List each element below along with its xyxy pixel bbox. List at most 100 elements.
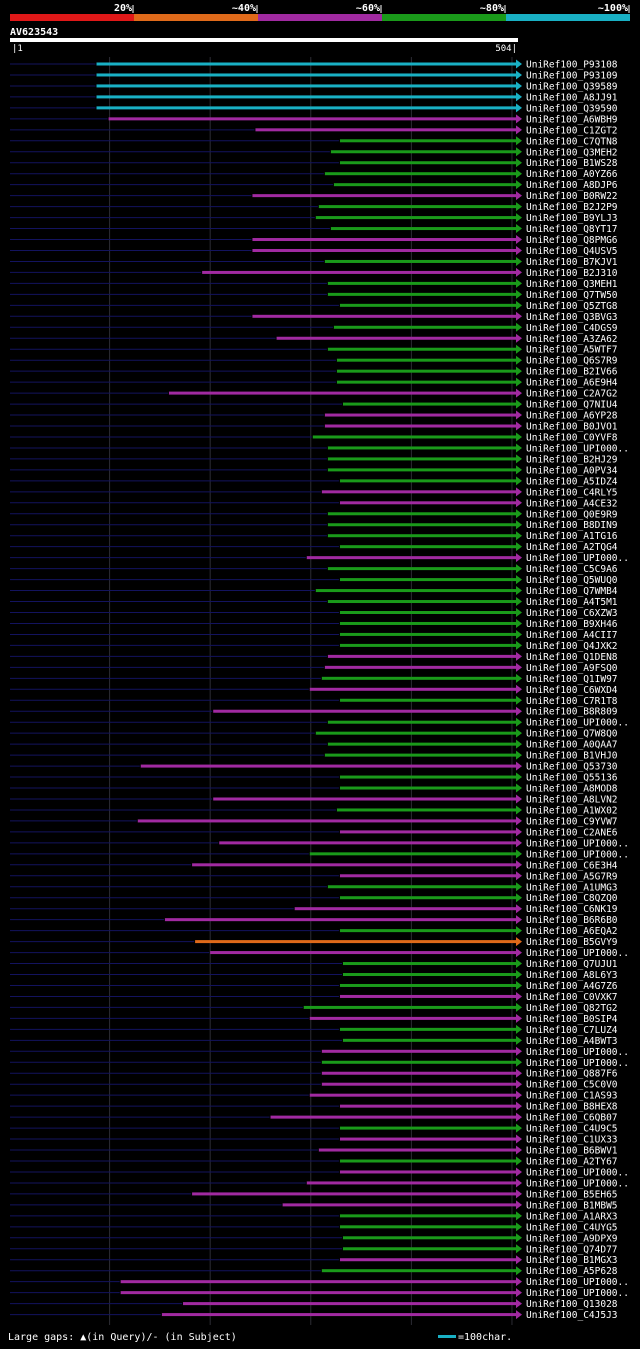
hit-label: UniRef100_A1WX02 <box>526 805 618 816</box>
hit-label: UniRef100_C4U9C5 <box>526 1124 618 1135</box>
hit-label: UniRef100_B1MGX3 <box>526 1255 618 1266</box>
hit-bar <box>120 1291 516 1295</box>
hit-bar <box>333 325 516 329</box>
hit-label: UniRef100_C2ANE6 <box>526 827 618 838</box>
hit-bar <box>270 1115 516 1119</box>
hit-label: UniRef100_B9XH46 <box>526 619 618 630</box>
hit-end-arrow <box>516 542 522 552</box>
hit-bar <box>318 1148 516 1152</box>
hit-label: UniRef100_UPI000.. <box>526 1167 629 1178</box>
hit-end-arrow <box>516 1156 522 1166</box>
hit-label: UniRef100_UPI000.. <box>526 1277 629 1288</box>
hit-end-arrow <box>516 180 522 190</box>
hit-end-arrow <box>516 816 522 826</box>
hit-label: UniRef100_C7QTN8 <box>526 136 618 147</box>
hit-end-arrow <box>516 739 522 749</box>
hit-bar <box>168 391 516 395</box>
hit-label: UniRef100_Q5ZTG8 <box>526 301 618 312</box>
hit-end-arrow <box>516 575 522 585</box>
hit-bar <box>333 183 516 187</box>
hit-end-arrow <box>516 498 522 508</box>
hit-end-arrow <box>516 959 522 969</box>
hit-end-arrow <box>516 531 522 541</box>
hit-end-arrow <box>516 1134 522 1144</box>
hit-label: UniRef100_B9YLJ3 <box>526 213 618 224</box>
hit-bar <box>306 1181 516 1185</box>
hit-end-arrow <box>516 608 522 617</box>
hit-end-arrow <box>516 388 522 398</box>
hit-bar <box>312 435 516 439</box>
query-id: AV623543 <box>10 27 58 38</box>
hit-label: UniRef100_Q39589 <box>526 81 618 92</box>
hit-label: UniRef100_C0YVF8 <box>526 432 618 443</box>
hit-label: UniRef100_A1TG16 <box>526 531 618 542</box>
hit-label: UniRef100_A5IDZ4 <box>526 476 618 487</box>
hit-bar <box>342 973 516 977</box>
hit-label: UniRef100_B6R6B0 <box>526 915 618 926</box>
hit-end-arrow <box>516 695 522 705</box>
hit-bar <box>339 1126 516 1130</box>
hit-bar <box>202 270 516 274</box>
hit-label: UniRef100_B5GVY9 <box>526 937 618 948</box>
hit-label: UniRef100_C6E3H4 <box>526 860 618 871</box>
hit-end-arrow <box>516 81 522 91</box>
hit-end-arrow <box>516 553 522 563</box>
hit-label: UniRef100_B2IV66 <box>526 367 618 378</box>
hit-label: UniRef100_C7LUZ4 <box>526 1025 618 1036</box>
hit-end-arrow <box>516 849 522 859</box>
hit-label: UniRef100_UPI000.. <box>526 553 629 564</box>
hit-label: UniRef100_UPI000.. <box>526 718 629 729</box>
hit-label: UniRef100_A8MOD8 <box>526 784 618 795</box>
hit-bar <box>324 424 516 428</box>
hit-end-arrow <box>516 684 522 694</box>
hit-bar <box>321 1071 516 1075</box>
hit-bar <box>336 808 516 812</box>
hit-bar <box>339 161 516 165</box>
hit-bar <box>342 402 516 406</box>
hit-end-arrow <box>516 344 522 354</box>
hit-bar <box>324 259 516 263</box>
hit-label: UniRef100_UPI000.. <box>526 1288 629 1299</box>
hit-end-arrow <box>516 794 522 804</box>
hit-end-arrow <box>516 520 522 530</box>
hit-end-arrow <box>516 267 522 277</box>
hit-end-arrow <box>516 421 522 431</box>
hit-bar <box>339 501 516 505</box>
hit-label: UniRef100_A5P628 <box>526 1266 618 1277</box>
hit-end-arrow <box>516 1046 522 1056</box>
axis-start-label: |1 <box>12 44 23 54</box>
hit-bar <box>96 84 516 88</box>
hit-label: UniRef100_UPI000.. <box>526 849 629 860</box>
hit-bar <box>324 665 516 669</box>
hit-label: UniRef100_A4T5M1 <box>526 597 618 608</box>
hit-end-arrow <box>516 915 522 925</box>
hit-label: UniRef100_A4BWT3 <box>526 1036 618 1047</box>
hit-bar <box>315 731 516 735</box>
hit-end-arrow <box>516 618 522 628</box>
legend-tick-label: 20% <box>114 3 132 14</box>
hit-label: UniRef100_B8HEX8 <box>526 1102 618 1113</box>
hit-end-arrow <box>516 278 522 288</box>
hit-bar <box>339 479 516 483</box>
hit-end-arrow <box>516 1178 522 1188</box>
hit-label: UniRef100_UPI000.. <box>526 1178 629 1189</box>
hit-end-arrow <box>516 1211 522 1221</box>
hit-bar <box>339 1170 516 1174</box>
hit-bar <box>318 205 516 209</box>
hit-bar <box>339 929 516 933</box>
hit-label: UniRef100_Q887F6 <box>526 1069 618 1080</box>
hit-bar <box>315 216 516 220</box>
hit-bar <box>339 632 516 636</box>
hit-end-arrow <box>516 1299 522 1309</box>
hit-label: UniRef100_C6NK19 <box>526 904 618 915</box>
hit-end-arrow <box>516 629 522 639</box>
hit-label: UniRef100_C9YVW7 <box>526 816 618 827</box>
hit-bar <box>342 1038 516 1042</box>
hit-label: UniRef100_C6XZW3 <box>526 608 618 619</box>
hit-label: UniRef100_B1VHJ0 <box>526 751 618 762</box>
hit-label: UniRef100_UPI000.. <box>526 838 629 849</box>
hit-bar <box>327 347 516 351</box>
hit-label: UniRef100_A0YZ66 <box>526 169 618 180</box>
hit-end-arrow <box>516 948 522 958</box>
hit-bar <box>255 128 516 132</box>
